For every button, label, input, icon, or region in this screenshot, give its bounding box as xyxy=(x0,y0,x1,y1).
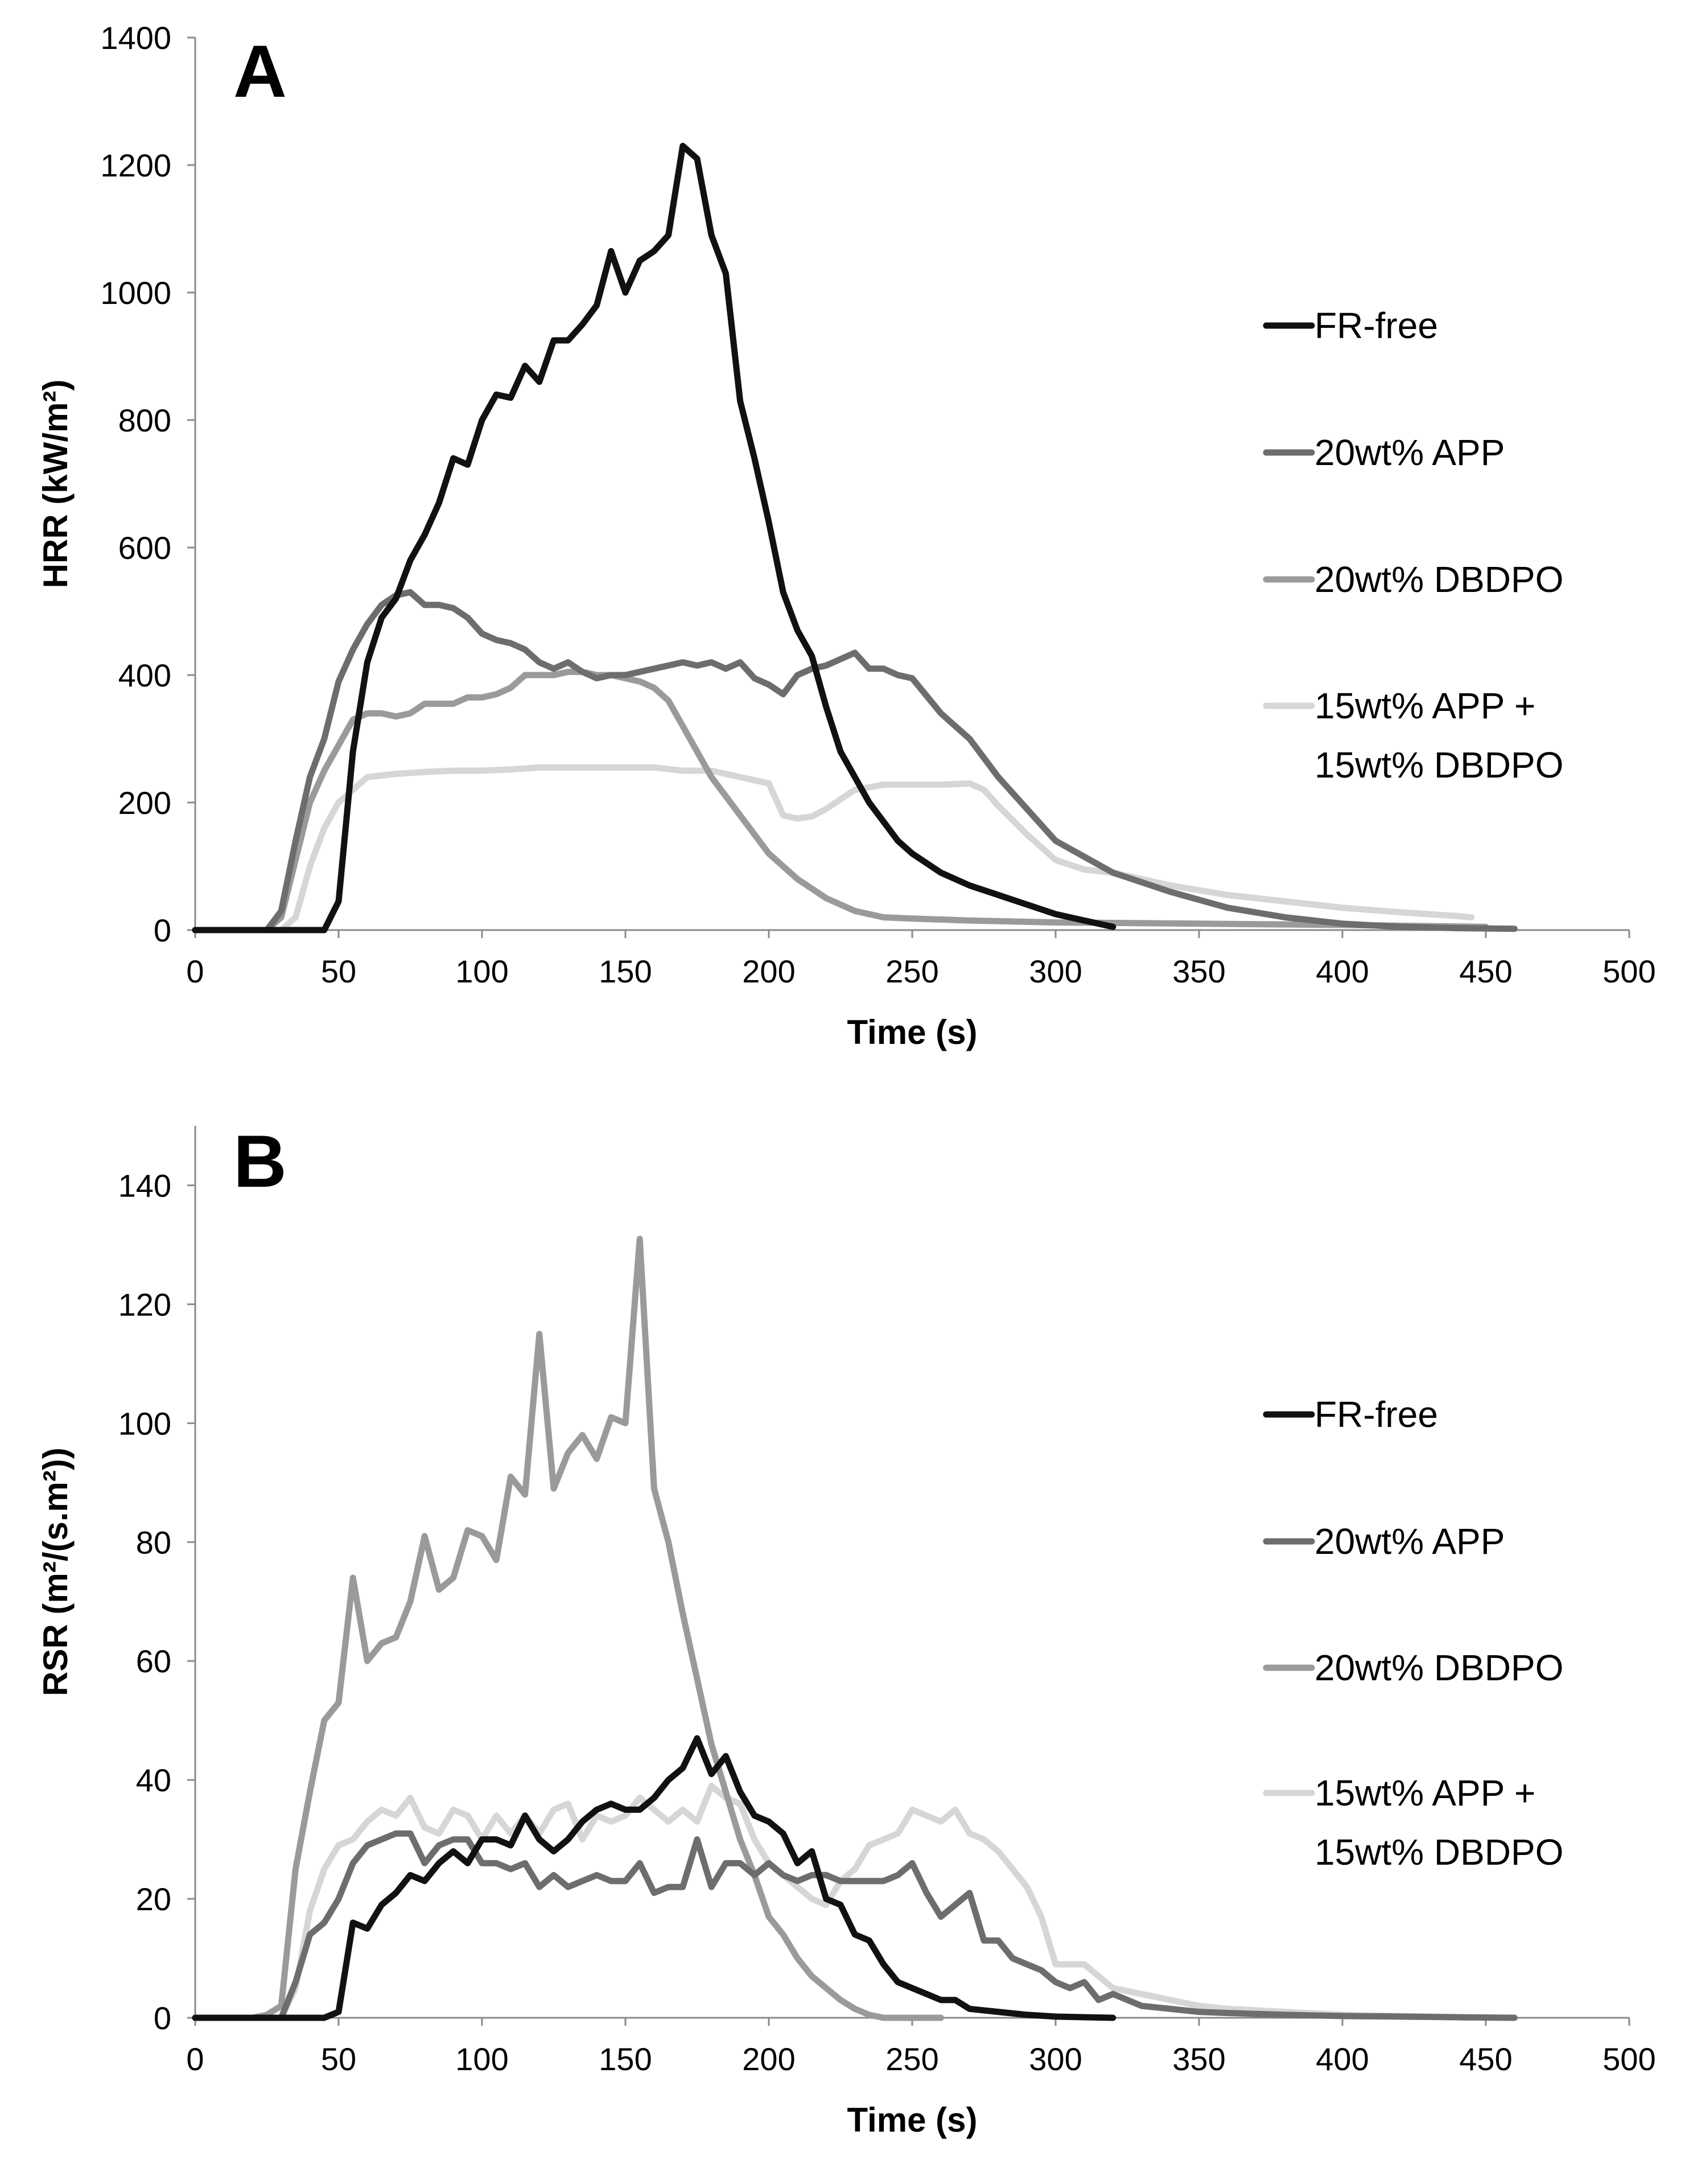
x-tick-label: 0 xyxy=(186,2041,204,2077)
y-tick-label: 800 xyxy=(118,402,171,438)
panel-letter: A xyxy=(233,30,287,113)
x-tick-label: 50 xyxy=(321,953,356,989)
y-tick-label: 600 xyxy=(118,530,171,566)
y-tick-label: 1000 xyxy=(100,275,171,311)
y-tick-label: 0 xyxy=(154,912,171,948)
x-tick-label: 300 xyxy=(1029,2041,1082,2077)
y-tick-label: 100 xyxy=(118,1405,171,1441)
x-tick-label: 500 xyxy=(1602,2041,1655,2077)
chart-panel-b: 0 20 40 60 80 100 120 140 0 50 100 150 200 250 300 350 4… xyxy=(36,1120,1656,2139)
x-tick-label: 400 xyxy=(1316,2041,1369,2077)
legend-label-20wt-dbdpo: 20wt% DBDPO xyxy=(1315,559,1563,600)
legend-label-fr-free: FR-free xyxy=(1315,1394,1438,1435)
x-tick-label: 100 xyxy=(455,953,508,989)
legend-label-20wt-app: 20wt% APP xyxy=(1315,432,1505,473)
chart-panel-a: 0 200 400 600 800 1000 1200 1400 0 50 100 150 200 250… xyxy=(36,20,1656,1051)
x-tick-label: 350 xyxy=(1172,2041,1225,2077)
x-axis-title: Time (s) xyxy=(847,1013,978,1051)
series-line-15wt-app-15wt-dbdpo xyxy=(192,764,1475,933)
series-line-fr-free xyxy=(192,142,1117,933)
x-tick-label: 250 xyxy=(885,2041,938,2077)
x-tick-label: 450 xyxy=(1459,2041,1512,2077)
x-tick-label: 500 xyxy=(1602,953,1655,989)
x-tick-label: 150 xyxy=(599,953,652,989)
x-tick-label: 100 xyxy=(455,2041,508,2077)
x-axis-title: Time (s) xyxy=(847,2101,978,2139)
y-tick-label: 1400 xyxy=(100,20,171,56)
x-tick-label: 350 xyxy=(1172,953,1225,989)
series-line-15wt-app-15wt-dbdpo xyxy=(192,1783,1475,2021)
y-tick-label: 120 xyxy=(118,1286,171,1322)
panel-letter: B xyxy=(233,1120,287,1203)
x-tick-label: 0 xyxy=(186,953,204,989)
y-tick-label: 200 xyxy=(118,785,171,821)
legend-label-fr-free: FR-free xyxy=(1315,305,1438,346)
legend-label-15wt-app-15wt-dbdpo: 15wt% APP +15wt% DBDPO xyxy=(1315,685,1563,785)
x-tick-label: 300 xyxy=(1029,953,1082,989)
x-tick-label: 200 xyxy=(742,2041,795,2077)
y-tick-label: 60 xyxy=(136,1643,171,1679)
x-tick-label: 250 xyxy=(885,953,938,989)
legend-label-20wt-app: 20wt% APP xyxy=(1315,1521,1505,1562)
x-tick-label: 50 xyxy=(321,2041,356,2077)
y-tick-label: 400 xyxy=(118,657,171,693)
series-line-fr-free xyxy=(192,1735,1117,2021)
legend-label-15wt-app-15wt-dbdpo: 15wt% APP +15wt% DBDPO xyxy=(1315,1772,1563,1873)
series-line-20wt-app xyxy=(192,1830,1518,2021)
series-line-20wt-dbdpo xyxy=(192,1236,944,2021)
x-tick-label: 200 xyxy=(742,953,795,989)
y-tick-label: 1200 xyxy=(100,147,171,183)
y-tick-label: 140 xyxy=(118,1167,171,1203)
legend-label-20wt-dbdpo: 20wt% DBDPO xyxy=(1315,1647,1563,1688)
x-tick-label: 150 xyxy=(599,2041,652,2077)
y-axis-title: HRR (kW/m²) xyxy=(36,380,75,589)
y-axis-title: RSR (m²/(s.m²)) xyxy=(36,1447,75,1696)
y-tick-label: 0 xyxy=(154,2000,171,2036)
x-tick-label: 450 xyxy=(1459,953,1512,989)
y-tick-label: 80 xyxy=(136,1524,171,1560)
y-tick-label: 40 xyxy=(136,1762,171,1798)
y-tick-label: 20 xyxy=(136,1881,171,1917)
x-tick-label: 400 xyxy=(1316,953,1369,989)
